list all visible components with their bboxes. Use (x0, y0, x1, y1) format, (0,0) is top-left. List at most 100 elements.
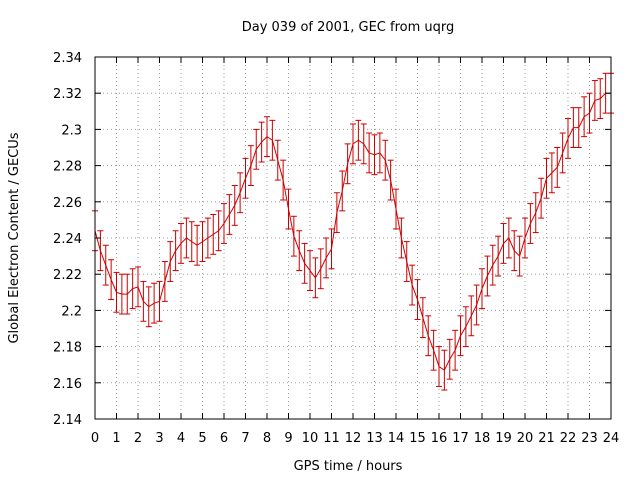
x-tick-label: 21 (538, 431, 555, 446)
error-bar (543, 157, 550, 199)
error-bar (382, 139, 389, 181)
x-tick-label: 22 (560, 431, 577, 446)
x-tick-label: 3 (155, 431, 163, 446)
x-tick-label: 13 (366, 431, 383, 446)
error-bar (129, 268, 136, 310)
error-bar (323, 237, 330, 279)
y-tick-label: 2.24 (53, 232, 82, 247)
error-bar (425, 315, 432, 357)
x-axis-title: GPS time / hours (294, 459, 403, 474)
y-tick-label: 2.22 (53, 268, 82, 283)
error-bar (97, 230, 104, 272)
error-bar (430, 329, 437, 371)
error-bar (307, 250, 313, 291)
x-tick-label: 12 (345, 431, 362, 446)
x-tick-label: 17 (452, 431, 469, 446)
x-tick-label: 19 (495, 431, 512, 446)
error-bar (231, 185, 238, 226)
error-bar (221, 203, 227, 244)
error-bar (333, 192, 340, 234)
error-bar (194, 224, 201, 266)
x-tick-label: 5 (198, 431, 206, 446)
error-bar (215, 210, 222, 252)
error-bar (355, 119, 362, 161)
error-bar (500, 223, 507, 264)
error-bar (360, 123, 367, 165)
error-bar (452, 329, 459, 371)
error-bar (489, 244, 496, 286)
error-bar (581, 96, 588, 138)
error-bar (538, 177, 545, 219)
error-bar (436, 346, 442, 387)
error-bar (274, 139, 281, 181)
error-bar (108, 259, 115, 301)
error-bar (527, 203, 534, 244)
error-bar (296, 230, 303, 272)
error-bar (269, 119, 276, 161)
x-tick-label: 11 (323, 431, 340, 446)
error-bar (570, 107, 577, 148)
error-bar (532, 192, 539, 234)
y-tick-label: 2.26 (53, 196, 82, 211)
y-tick-label: 2.32 (53, 87, 82, 102)
y-tick-label: 2.18 (53, 341, 82, 356)
error-bar (178, 223, 184, 264)
error-bar (344, 143, 351, 185)
error-bar (457, 315, 464, 357)
x-tick-label: 16 (431, 431, 448, 446)
error-bar (511, 230, 518, 272)
error-bar (393, 188, 399, 230)
error-bar (172, 230, 179, 272)
error-bar (290, 215, 297, 257)
error-bar (113, 271, 120, 313)
error-bar (559, 132, 566, 174)
error-bar (468, 295, 475, 337)
y-tick-label: 2.28 (53, 160, 82, 175)
error-bar (414, 279, 421, 320)
x-tick-label: 8 (263, 431, 271, 446)
error-bar (156, 280, 163, 322)
error-bar (387, 159, 394, 201)
error-bar (591, 80, 598, 121)
x-tick-label: 9 (284, 431, 292, 446)
x-tick-label: 15 (409, 431, 426, 446)
error-bar (301, 242, 308, 284)
error-bar (145, 286, 152, 328)
error-bar (151, 282, 158, 324)
error-bar (280, 159, 287, 201)
x-tick-labels: 0 1 2 3 4 5 6 7 8 9 10 11 12 13 14 15 16 17 18 19 20 21 22 23 24 (91, 431, 619, 446)
x-tick-label: 24 (603, 431, 620, 446)
error-bar (258, 121, 265, 163)
error-bar (586, 92, 593, 134)
error-bar (441, 349, 448, 391)
error-bar (199, 221, 206, 263)
x-tick-label: 18 (474, 431, 491, 446)
error-bar (226, 194, 233, 235)
error-bar (102, 244, 109, 286)
error-bar (285, 188, 292, 230)
error-bar (398, 217, 405, 259)
x-tick-label: 6 (220, 431, 228, 446)
error-bar (135, 266, 141, 308)
y-tick-label: 2.3 (61, 123, 82, 138)
error-bar (317, 248, 324, 290)
error-bar (161, 261, 168, 302)
gec-series (92, 72, 614, 391)
error-bar (183, 217, 190, 259)
error-bar (188, 221, 195, 263)
error-bar (350, 123, 356, 165)
error-bar (371, 134, 378, 176)
error-bar (204, 217, 211, 259)
error-bar (473, 284, 480, 326)
error-bar (495, 235, 502, 277)
error-bar (366, 132, 373, 174)
error-bar (210, 213, 217, 255)
y-tick-label: 2.14 (53, 413, 82, 428)
error-bar (253, 128, 260, 170)
x-tick-label: 1 (112, 431, 120, 446)
x-tick-label: 23 (581, 431, 598, 446)
error-bar (376, 132, 383, 174)
error-bar (167, 241, 174, 282)
error-bar (565, 118, 571, 159)
